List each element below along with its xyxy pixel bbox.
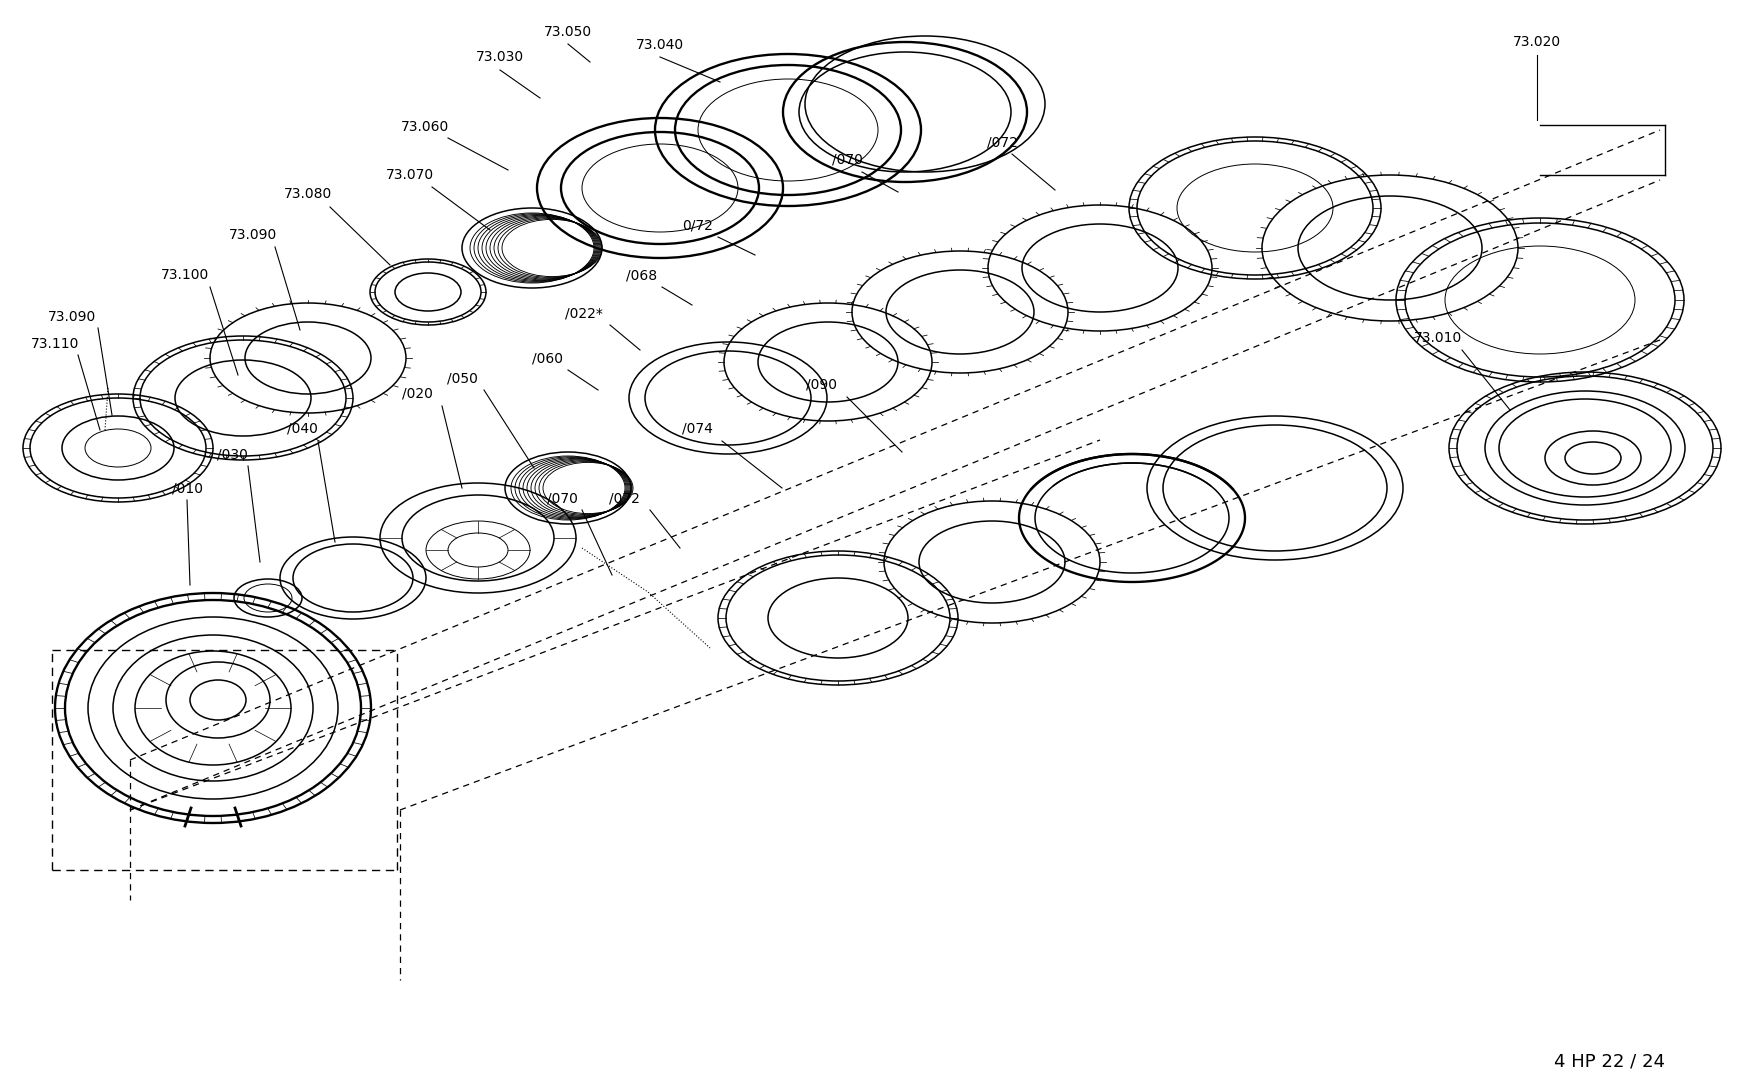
Text: 73.080: 73.080 (284, 187, 332, 201)
Text: 73.090: 73.090 (47, 310, 96, 324)
Text: /010: /010 (172, 481, 203, 495)
Text: 4 HP 22 / 24: 4 HP 22 / 24 (1554, 1053, 1664, 1071)
Text: /030: /030 (217, 447, 247, 461)
Text: 73.040: 73.040 (635, 38, 684, 52)
Text: 73.110: 73.110 (31, 337, 79, 351)
Text: 73.010: 73.010 (1414, 331, 1463, 346)
Text: /020: /020 (401, 386, 432, 400)
Text: /090: /090 (807, 377, 838, 391)
Text: /050: /050 (446, 371, 478, 385)
Text: /060: /060 (532, 351, 562, 365)
Text: 73.050: 73.050 (544, 25, 592, 39)
Text: 73.070: 73.070 (387, 168, 434, 182)
Text: 73.090: 73.090 (229, 228, 276, 242)
Text: /074: /074 (681, 421, 712, 435)
Text: 73.100: 73.100 (161, 268, 210, 282)
Text: /068: /068 (626, 268, 658, 282)
Text: 73.060: 73.060 (401, 120, 450, 134)
Text: /070: /070 (831, 152, 863, 166)
Text: /022*: /022* (565, 306, 604, 320)
Text: 73.020: 73.020 (1514, 35, 1561, 49)
Text: /040: /040 (287, 421, 317, 435)
Text: 0/72: 0/72 (682, 218, 714, 232)
Text: /070: /070 (546, 490, 578, 505)
Text: /072: /072 (609, 490, 639, 505)
Text: /072: /072 (987, 135, 1017, 149)
Text: 73.030: 73.030 (476, 50, 523, 64)
